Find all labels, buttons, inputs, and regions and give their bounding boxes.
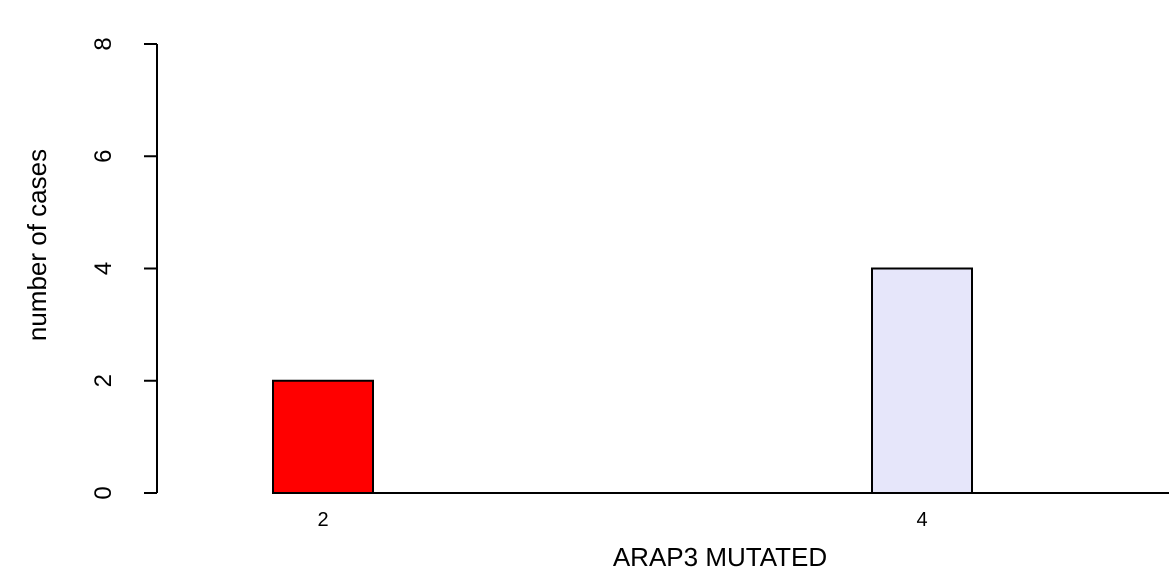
- bar: [871, 267, 973, 494]
- y-axis-title: number of cases: [22, 149, 52, 341]
- y-tick-label: 8: [90, 37, 117, 50]
- x-tick-label: 2: [317, 509, 328, 531]
- y-tick-label: 2: [90, 374, 117, 387]
- y-tick-label: 4: [90, 262, 117, 275]
- x-axis-title: ARAP3 MUTATED: [613, 542, 827, 572]
- plot-area: [272, 267, 973, 494]
- bar: [272, 379, 374, 494]
- x-tick-label: 4: [916, 509, 927, 531]
- y-tick-label: 0: [90, 486, 117, 499]
- y-tick-label: 6: [90, 150, 117, 163]
- y-axis: 0 2 4 6 8: [90, 37, 158, 500]
